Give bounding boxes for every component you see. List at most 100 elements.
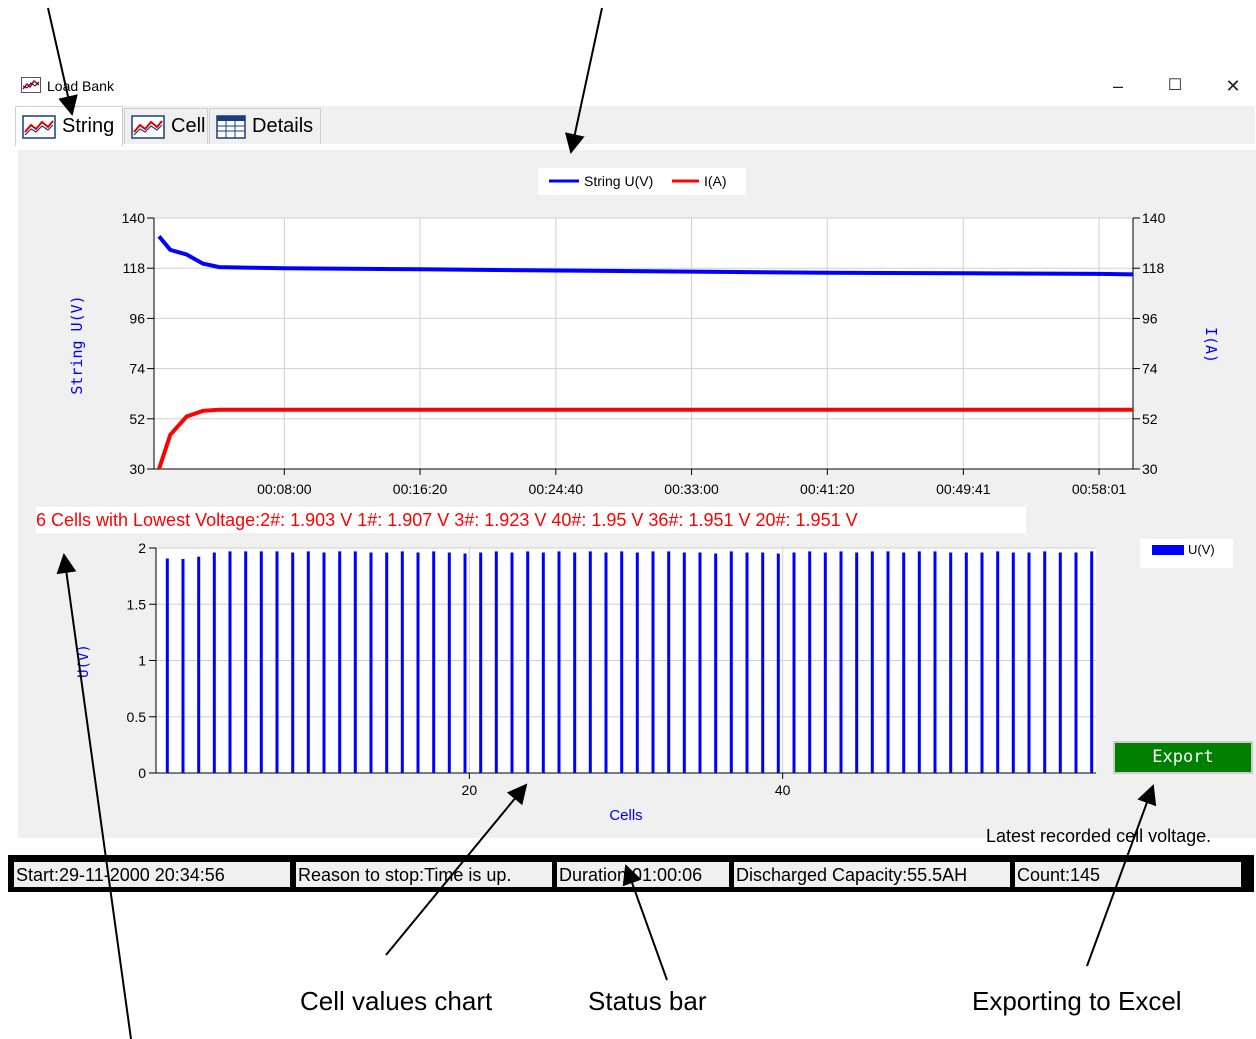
y-tick-label: 1	[138, 653, 146, 669]
cell-bar	[604, 552, 608, 773]
cell-bar	[651, 551, 655, 773]
x-tick-label: 00:08:00	[257, 481, 312, 497]
cell-bar	[1011, 552, 1015, 773]
cell-bar	[761, 552, 765, 773]
y-tick-label-right: 140	[1142, 210, 1166, 226]
cell-bar	[306, 551, 310, 773]
x-tick-label: 00:16:20	[393, 481, 448, 497]
legend-voltage: String U(V)	[584, 173, 653, 189]
cell-bar	[996, 551, 1000, 773]
cell-bar	[949, 552, 953, 773]
current-series-line	[157, 407, 1133, 470]
cell-bar	[792, 552, 796, 773]
cell-bar	[338, 551, 342, 773]
status-duration: Duration:01:00:06	[557, 862, 729, 887]
legend-cell: U(V)	[1188, 542, 1215, 557]
cell-bar	[510, 552, 514, 773]
cell-bar	[1090, 551, 1094, 773]
cell-bar	[980, 552, 984, 773]
y-tick-label: 2	[138, 540, 146, 556]
maximize-button[interactable]: ☐	[1167, 77, 1183, 94]
cell-xlabel: Cells	[609, 807, 642, 824]
status-reason: Reason to stop:Time is up.	[296, 862, 552, 887]
y-tick-label-left: 140	[122, 210, 146, 226]
tab-label: Cell	[171, 115, 206, 137]
tab-label: String	[62, 115, 115, 137]
y-tick-label: 0	[138, 765, 146, 781]
y-tick-label-left: 30	[129, 461, 145, 477]
callout-status-bar: Status bar	[588, 986, 707, 1016]
cell-chart: 2 1.5 1 0.5 0 20 40 U(V) U(V) Cells	[76, 539, 1233, 824]
cell-bar	[588, 551, 592, 773]
cell-bar	[698, 552, 702, 773]
y-tick-label: 0.5	[127, 709, 147, 725]
tab-details[interactable]: Details	[209, 108, 321, 144]
string-plot-area	[154, 218, 1133, 469]
y-tick-label-left: 118	[123, 260, 146, 276]
cell-bar	[714, 553, 718, 773]
ylabel-left: String U(V)	[68, 295, 86, 394]
x-tick-label: 00:24:40	[529, 481, 584, 497]
cell-bar	[573, 552, 577, 773]
y-tick-label-right: 96	[1142, 310, 1158, 326]
cell-bar	[541, 552, 545, 773]
tab-cell[interactable]: Cell	[124, 108, 208, 144]
tab-label: Details	[252, 115, 314, 137]
cell-bar	[1027, 552, 1031, 773]
cell-bar	[776, 553, 780, 773]
cell-bar	[181, 558, 185, 773]
cell-bar	[729, 551, 733, 773]
cell-bar	[197, 556, 201, 773]
cell-bar	[839, 551, 843, 773]
status-count: Count:145	[1015, 862, 1241, 887]
string-grid	[153, 217, 1134, 470]
voltage-series-line	[157, 235, 1134, 277]
cell-bar	[1043, 551, 1047, 773]
cell-bar	[964, 552, 968, 773]
cell-bar	[902, 552, 906, 773]
ylabel-right: I(A)	[1202, 327, 1220, 363]
cell-bar	[432, 551, 436, 773]
cell-bar	[244, 551, 248, 773]
cell-bar	[400, 551, 404, 773]
status-capacity: Discharged Capacity:55.5AH	[734, 862, 1010, 887]
legend-swatch-cell	[1152, 545, 1184, 555]
x-tick-label: 00:58:01	[1072, 481, 1127, 497]
export-button[interactable]: Export	[1113, 741, 1253, 774]
cell-bar	[855, 552, 859, 773]
cell-bar	[1074, 552, 1078, 773]
cell-bar	[165, 558, 169, 773]
lowest-voltage-label: 6 Cells with Lowest Voltage:2#: 1.903 V …	[36, 507, 1026, 533]
cell-bar	[870, 551, 874, 773]
line-chart-icon	[22, 114, 56, 139]
cell-bar	[1058, 552, 1062, 773]
minimize-button[interactable]: –	[1112, 76, 1123, 96]
table-icon	[216, 114, 246, 139]
y-tick-label-right: 74	[1142, 361, 1158, 377]
x-tick-label: 00:49:41	[936, 481, 991, 497]
cell-bar	[291, 552, 295, 773]
x-tick-label: 20	[462, 782, 478, 798]
cell-bar	[447, 552, 451, 773]
cell-bar	[620, 551, 624, 773]
cell-bar	[808, 551, 812, 773]
y-tick-label-left: 74	[129, 361, 145, 377]
status-start: Start:29-11-2000 20:34:56	[14, 862, 290, 887]
x-tick-label: 40	[775, 782, 791, 798]
y-tick-label-right: 118	[1142, 260, 1165, 276]
cell-bar	[917, 551, 921, 773]
cell-bar	[682, 552, 686, 773]
y-tick-label: 1.5	[127, 596, 147, 612]
close-button[interactable]: ✕	[1225, 76, 1241, 96]
legend-current: I(A)	[704, 173, 727, 189]
latest-voltage-note: Latest recorded cell voltage.	[986, 826, 1212, 846]
cell-bar	[212, 552, 216, 773]
y-tick-label-left: 52	[129, 411, 145, 427]
cell-bar	[322, 552, 326, 773]
app-icon	[21, 77, 41, 93]
cell-bar	[228, 551, 232, 773]
cell-bar	[933, 551, 937, 773]
cell-bar	[526, 551, 530, 773]
cell-bar	[479, 552, 483, 773]
cell-bar	[369, 552, 373, 773]
